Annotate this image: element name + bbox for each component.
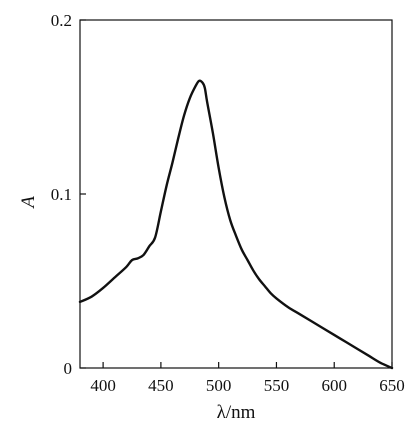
x-axis-ticks: 400 450 500 550 600 650 xyxy=(90,362,405,395)
y-tick-label: 0.2 xyxy=(51,11,72,30)
x-tick-label: 450 xyxy=(148,376,174,395)
x-tick-label: 600 xyxy=(321,376,347,395)
x-tick-label: 500 xyxy=(206,376,232,395)
x-tick-label: 650 xyxy=(379,376,405,395)
y-axis-ticks: 0 0.1 0.2 xyxy=(51,11,86,378)
plot-frame xyxy=(79,19,393,369)
y-axis-label: A xyxy=(18,196,39,210)
y-tick-label: 0 xyxy=(64,359,73,378)
y-tick-label: 0.1 xyxy=(51,185,72,204)
absorbance-curve xyxy=(78,79,394,370)
x-tick-label: 400 xyxy=(90,376,116,395)
x-axis-label: λ/nm xyxy=(217,402,256,423)
x-tick-label: 550 xyxy=(264,376,290,395)
